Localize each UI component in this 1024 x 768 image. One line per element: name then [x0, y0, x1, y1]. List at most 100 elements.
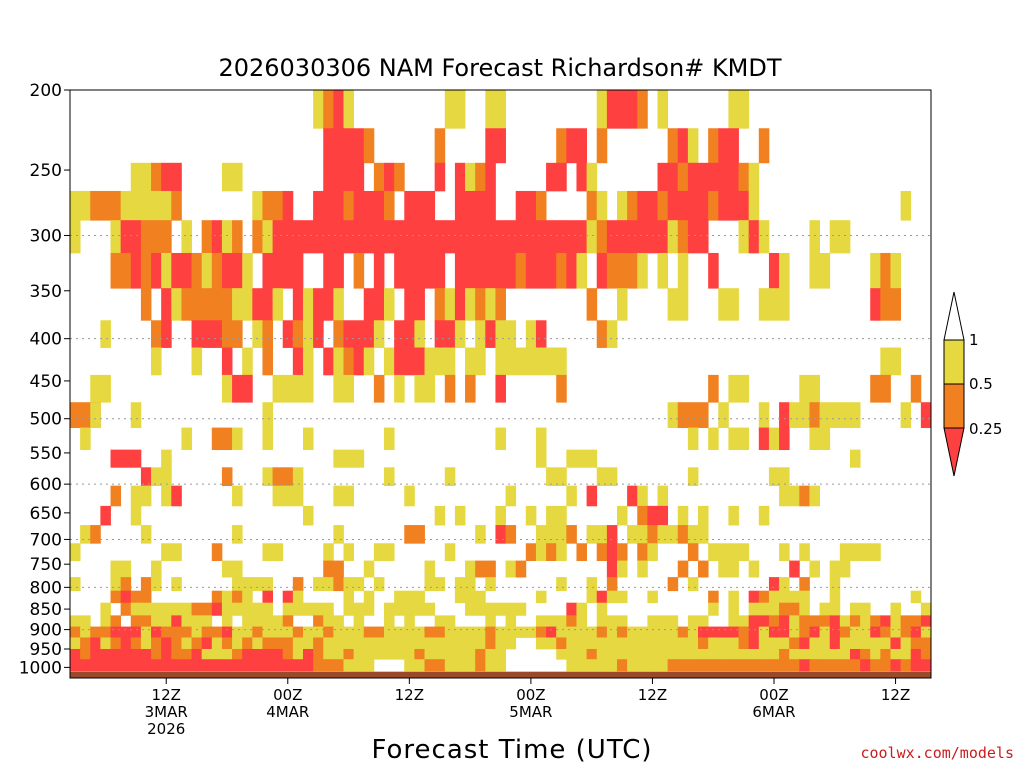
ri-cell [505, 320, 517, 348]
ri-cell [870, 374, 881, 403]
ri-cell [505, 220, 517, 254]
ri-cell [596, 659, 608, 672]
ri-cell [120, 626, 132, 638]
ri-cell [596, 648, 608, 660]
ri-cell [242, 252, 253, 289]
ri-cell [282, 659, 294, 672]
ri-cell [870, 288, 881, 321]
ri-cell [718, 543, 729, 561]
ri-cell [333, 615, 344, 627]
ri-cell [809, 659, 820, 672]
ri-cell [799, 590, 810, 604]
ri-cell [546, 220, 557, 254]
ri-cell [698, 615, 709, 627]
ri-cell [384, 467, 395, 487]
ri-cell [313, 190, 324, 221]
ri-cell [758, 637, 770, 650]
ri-cell [485, 560, 496, 578]
ri-cell [495, 252, 506, 289]
ri-cell [333, 288, 344, 321]
ri-cell [384, 637, 395, 650]
ri-cell [252, 626, 263, 638]
ri-cell [616, 626, 628, 638]
ri-cell [758, 626, 770, 638]
ri-cell [120, 602, 132, 616]
ri-cell [515, 560, 527, 578]
ri-cell [90, 374, 101, 403]
ri-cell [819, 648, 831, 660]
ri-cell [596, 320, 608, 348]
ri-cell [586, 162, 598, 192]
ri-cell [566, 252, 577, 289]
ri-cell [556, 162, 567, 192]
ri-cell [424, 659, 436, 672]
ri-cell [627, 485, 638, 507]
ri-cell [130, 162, 142, 192]
ri-cell [221, 590, 233, 604]
ri-cell [394, 637, 405, 650]
ri-cell [708, 543, 719, 561]
ri-cell [728, 190, 739, 221]
ri-cell [535, 525, 547, 544]
ri-cell [495, 347, 506, 376]
ri-cell [738, 659, 750, 672]
ri-cell [738, 190, 750, 221]
ri-cell [140, 577, 152, 592]
ri-cell [465, 648, 476, 660]
ri-cell [880, 615, 891, 627]
ri-cell [140, 525, 152, 544]
ri-cell [232, 374, 243, 403]
ri-cell [221, 659, 233, 672]
ri-cell [616, 590, 628, 604]
ri-cell [373, 648, 385, 660]
ri-cell [708, 128, 719, 164]
ri-cell [870, 252, 881, 289]
ri-cell [292, 288, 304, 321]
ri-cell [505, 347, 517, 376]
ri-cell [353, 615, 365, 627]
ri-cell [708, 637, 719, 650]
ri-cell [485, 128, 496, 164]
ri-cell [110, 577, 122, 592]
ri-cell [242, 626, 253, 638]
ri-cell [313, 220, 324, 254]
ri-cell [384, 626, 395, 638]
ri-cell [333, 648, 344, 660]
ri-cell [343, 374, 355, 403]
ri-cell [292, 252, 304, 289]
ri-cell [353, 626, 365, 638]
ri-cell [505, 525, 517, 544]
ri-cell [444, 288, 456, 321]
ri-cell [434, 320, 446, 348]
ri-cell [708, 626, 719, 638]
ri-cell [211, 602, 223, 616]
ri-cell [920, 602, 932, 616]
ri-cell [302, 427, 314, 451]
ri-cell [292, 485, 304, 507]
ri-cell [80, 659, 91, 672]
ri-cell [282, 252, 294, 289]
ri-cell [647, 615, 658, 627]
ri-cell [677, 659, 689, 672]
ri-cell [576, 659, 587, 672]
ri-cell [515, 252, 527, 289]
ri-cell [211, 288, 223, 321]
ri-cell [232, 659, 243, 672]
ri-cell [657, 525, 669, 544]
ri-cell [120, 577, 132, 592]
ri-cell [718, 190, 729, 221]
ri-cell [728, 288, 739, 321]
ri-cell [323, 602, 334, 616]
ri-cell [292, 374, 304, 403]
ri-cell [738, 220, 750, 254]
ri-cell [262, 577, 273, 592]
ri-cell [576, 449, 587, 468]
ri-cell [890, 288, 902, 321]
ri-cell [151, 659, 162, 672]
ri-cell [211, 427, 223, 451]
ri-cell [313, 648, 324, 660]
ri-cell [647, 590, 658, 604]
ri-cell [758, 615, 770, 627]
ri-cell [677, 505, 689, 526]
ri-cell [343, 577, 355, 592]
